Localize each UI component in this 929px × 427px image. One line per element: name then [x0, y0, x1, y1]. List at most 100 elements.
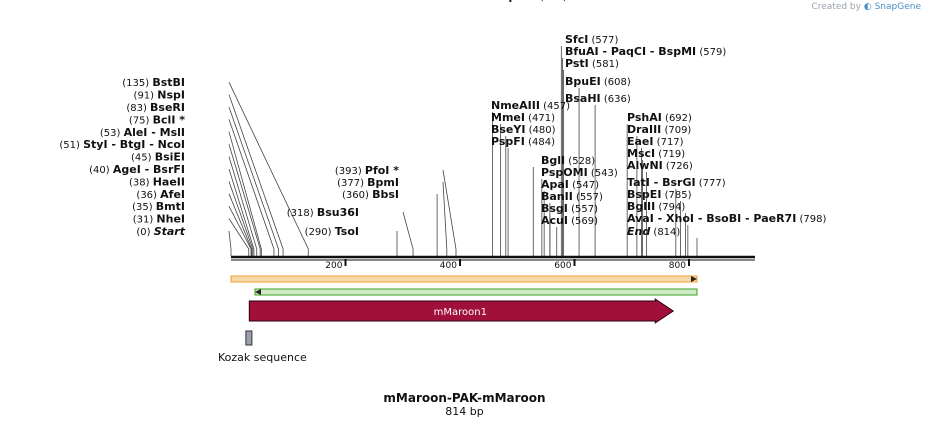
enzyme-site-label: (51) StyI - BtgI - NcoI [59, 138, 185, 151]
enzyme-position: (40) [89, 165, 113, 176]
enzyme-name: AvaI [627, 212, 654, 225]
enzyme-position: (528) [565, 156, 595, 167]
enzyme-name: BfuAI [565, 45, 599, 58]
enzyme-position: (83) [126, 103, 150, 114]
enzyme-site-label: (393) PfoI * [335, 164, 399, 177]
site-leader-line [228, 206, 252, 256]
enzyme-name: MscI [627, 147, 655, 160]
site-leader-line [228, 193, 253, 256]
enzyme-position: (636) [601, 94, 631, 105]
enzyme-position: (785) [661, 190, 691, 201]
enzyme-site-label: MmeI (471) [491, 111, 555, 124]
enzyme-site-label: (135) BstBI [122, 76, 185, 89]
ruler-tick-label: 200 [325, 261, 342, 271]
enzyme-site-label: BpuEI (608) [565, 75, 631, 88]
enzyme-name: TsoI [335, 225, 359, 238]
sequence-title: mMaroon-PAK-mMaroon [383, 391, 546, 405]
enzyme-position: (36) [136, 190, 160, 201]
enzyme-name: - MslI [147, 126, 185, 139]
feature-tracks: mMaroon1 Kozak sequence [218, 275, 698, 364]
enzyme-site-label: (45) BsiEI [131, 151, 185, 164]
enzyme-name: PspOMI [541, 166, 588, 179]
enzyme-position: (547) [569, 180, 599, 191]
enzyme-name: BanII [541, 190, 573, 203]
enzyme-site-label: (377) BpmI [337, 176, 399, 189]
enzyme-position: (318) [287, 208, 317, 219]
enzyme-position: (51) [59, 140, 83, 151]
enzyme-name: AfeI [160, 188, 185, 201]
site-leader-line [442, 181, 448, 256]
site-leader-line [442, 169, 457, 256]
enzyme-site-label: BglII (794) [627, 200, 685, 213]
site-leader-line [228, 230, 232, 256]
site-leader-line [228, 168, 255, 256]
site-leader-line [228, 144, 261, 256]
enzyme-name: BstBI [152, 76, 185, 89]
enzyme-name: PstI [565, 57, 589, 70]
enzyme-position: (814) [650, 227, 680, 238]
enzyme-name: BspEI [627, 188, 661, 201]
credit-prefix: Created by [811, 2, 861, 12]
enzyme-site-label: PstI (581) [565, 57, 619, 70]
enzyme-position: (471) [525, 113, 555, 124]
enzyme-name: BseRI [150, 101, 185, 114]
enzyme-position: (719) [655, 149, 685, 160]
enzyme-position: (91) [134, 91, 158, 102]
enzyme-name: SfcI [565, 33, 588, 46]
enzyme-name: MmeI [491, 111, 525, 124]
enzyme-position: (75) [129, 115, 153, 126]
enzyme-site-label: BglI (528) [541, 154, 595, 167]
enzyme-site-label: BsaHI (636) [565, 92, 631, 105]
enzyme-name: BseYI [491, 123, 525, 136]
enzyme-site-label: SfcI (577) [565, 33, 618, 46]
enzyme-position: (794) [655, 202, 685, 213]
enzyme-position: (0) [136, 227, 153, 238]
enzyme-position: (717) [654, 137, 684, 148]
enzyme-site-label: PshAI (692) [627, 111, 692, 124]
enzyme-name: - NcoI [145, 138, 185, 151]
enzyme-name: NheI [156, 213, 185, 226]
enzyme-position: (798) [796, 214, 826, 225]
enzyme-position: (393) [335, 166, 365, 177]
enzyme-name: NspI [157, 89, 185, 102]
enzyme-name: - BsrFI [141, 163, 185, 176]
orange-track [230, 275, 698, 283]
enzyme-name: ApaI [541, 178, 569, 191]
enzyme-name: - BsoBI [694, 212, 741, 225]
enzyme-position: (557) [568, 204, 598, 215]
enzyme-name: BpuEI [565, 75, 601, 88]
enzyme-name: BsgI [541, 202, 568, 215]
enzyme-position: (557) [573, 192, 603, 203]
enzyme-position: (31) [133, 215, 157, 226]
enzyme-name: BpmI [367, 176, 399, 189]
ruler-tick-label: 800 [669, 261, 686, 271]
enzyme-name: BmtI [156, 200, 185, 213]
enzyme-position: (608) [601, 77, 631, 88]
enzyme-name: BsiEI [155, 151, 185, 164]
enzyme-position: (581) [589, 59, 619, 70]
enzyme-name: BglI [541, 154, 565, 167]
site-leader-line [228, 131, 262, 256]
enzyme-name: DraIII [627, 123, 661, 136]
enzyme-site-label: BseYI (480) [491, 123, 556, 136]
site-labels: (0) Start(31) NheI(35) BmtI(36) AfeI(38)… [59, 0, 826, 238]
enzyme-name: AgeI [113, 163, 141, 176]
ruler-tick-label: 600 [554, 261, 571, 271]
site-leader-line [228, 94, 284, 256]
sequence-ruler: 200 400 600 800 [231, 255, 755, 271]
enzyme-position: (577) [588, 35, 618, 46]
enzyme-site-label: AcuI (569) [541, 214, 598, 227]
enzyme-position: (377) [337, 178, 367, 189]
enzyme-name: TatI [627, 176, 650, 189]
enzyme-site-label: (36) AfeI [136, 188, 185, 201]
feature-arrow [248, 298, 675, 324]
enzyme-name: MspA1I [491, 0, 537, 3]
enzyme-name: - BspMI [646, 45, 696, 58]
enzyme-site-label: EaeI (717) [627, 135, 684, 148]
enzyme-position: (709) [661, 125, 691, 136]
enzyme-name: Bsu36I [317, 206, 359, 219]
enzyme-position: (290) [305, 227, 335, 238]
enzyme-position: (135) [122, 78, 152, 89]
orange-track-arrow [691, 276, 697, 282]
